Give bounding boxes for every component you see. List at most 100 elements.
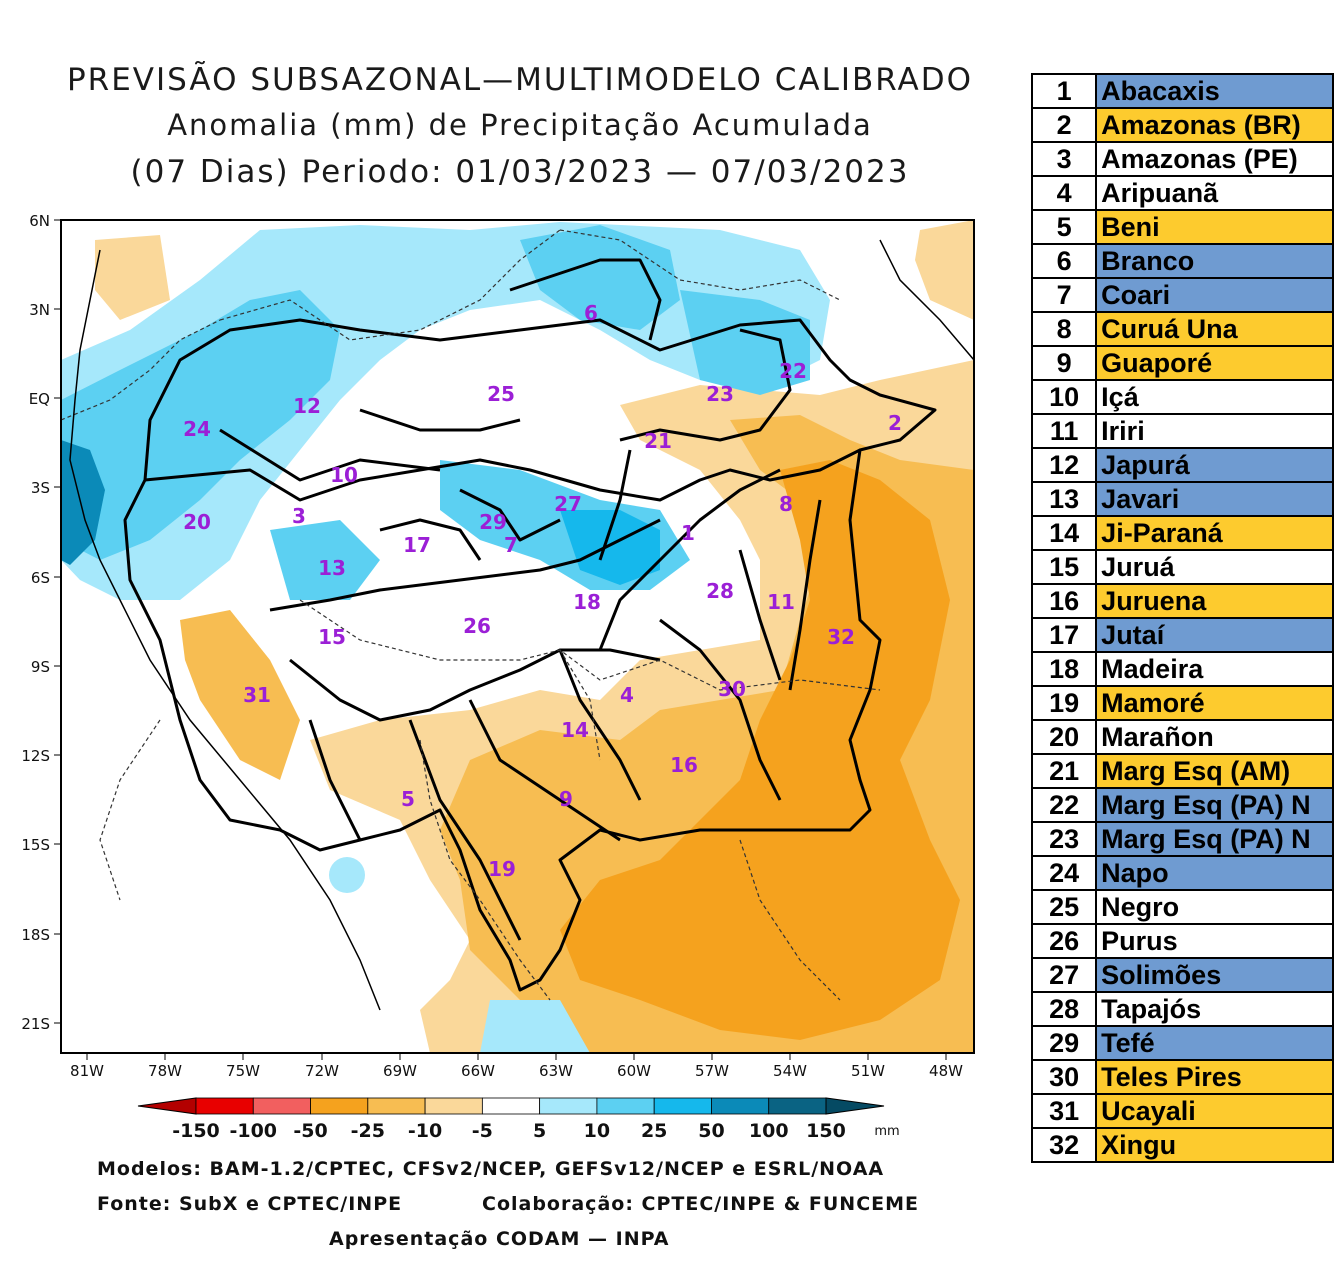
basin-label-10: 10	[330, 463, 358, 487]
legend-basin-number: 19	[1030, 685, 1098, 721]
basin-label-25: 25	[487, 382, 515, 406]
legend-row: 30 Teles Pires	[1030, 1059, 1334, 1095]
map-title-line3: (07 Dias) Periodo: 01/03/2023 — 07/03/20…	[130, 154, 910, 190]
legend-basin-name: Juruá	[1095, 549, 1334, 585]
basin-label-18: 18	[573, 590, 601, 614]
basin-legend-table: 1 Abacaxis 2 Amazonas (BR) 3 Amazonas (PE) 4 Ar…	[1030, 73, 1334, 1163]
legend-basin-number: 20	[1030, 719, 1098, 755]
legend-row: 18 Madeira	[1030, 651, 1334, 687]
wet-anomaly-spot	[329, 857, 365, 893]
legend-row: 7 Coari	[1030, 277, 1334, 313]
colorbar-cell	[310, 1097, 369, 1115]
lon-label: 75W	[226, 1062, 260, 1080]
legend-basin-name: Amazonas (PE)	[1095, 141, 1334, 177]
colorbar-tick-label: 50	[698, 1120, 724, 1142]
legend-basin-name: Xingu	[1095, 1127, 1334, 1163]
colorbar-cell	[653, 1097, 712, 1115]
legend-basin-number: 17	[1030, 617, 1098, 653]
legend-basin-number: 26	[1030, 923, 1098, 959]
wet-anomaly-marg-esq	[680, 290, 810, 395]
legend-row: 5 Beni	[1030, 209, 1334, 245]
legend-basin-number: 3	[1030, 141, 1098, 177]
basin-label-11: 11	[767, 590, 795, 614]
legend-basin-number: 13	[1030, 481, 1098, 517]
legend-basin-number: 31	[1030, 1093, 1098, 1129]
anomaly-fields	[61, 220, 974, 1053]
legend-row: 6 Branco	[1030, 243, 1334, 279]
legend-basin-name: Ucayali	[1095, 1093, 1334, 1129]
basin-label-16: 16	[670, 753, 698, 777]
basin-label-31: 31	[243, 683, 271, 707]
lat-axis: 6N 3N EQ 3S 6S 9S 12S 15S 18S 21S	[21, 212, 61, 1033]
basin-label-28: 28	[706, 579, 734, 603]
legend-basin-name: Marg Esq (AM)	[1095, 753, 1334, 789]
colorbar-arrow-right	[825, 1097, 885, 1115]
legend-basin-name: Madeira	[1095, 651, 1334, 687]
colorbar-cell	[481, 1097, 541, 1115]
footer-collaboration: Colaboração: CPTEC/INPE & FUNCEME	[482, 1193, 920, 1215]
legend-basin-name: Branco	[1095, 243, 1334, 279]
legend-row: 28 Tapajós	[1030, 991, 1334, 1027]
legend-row: 17 Jutaí	[1030, 617, 1334, 653]
colorbar-tick-label: -100	[229, 1120, 277, 1142]
basin-label-24: 24	[183, 417, 211, 441]
legend-basin-name: Purus	[1095, 923, 1334, 959]
colorbar-tick-label: 100	[749, 1120, 789, 1142]
basin-label-29: 29	[479, 510, 507, 534]
legend-basin-number: 8	[1030, 311, 1098, 347]
colorbar-cell	[367, 1097, 426, 1115]
basin-label-5: 5	[401, 787, 415, 811]
lat-label: EQ	[29, 390, 50, 408]
colorbar-cell	[596, 1097, 655, 1115]
legend-row: 25 Negro	[1030, 889, 1334, 925]
basin-label-2: 2	[888, 411, 902, 435]
legend-basin-number: 14	[1030, 515, 1098, 551]
colorbar-cell	[768, 1097, 827, 1115]
legend-basin-name: Solimões	[1095, 957, 1334, 993]
legend-basin-number: 7	[1030, 277, 1098, 313]
legend-basin-number: 6	[1030, 243, 1098, 279]
map-title-line2: Anomalia (mm) de Precipitação Acumulada	[167, 108, 873, 142]
basin-label-6: 6	[584, 301, 598, 325]
lon-label: 78W	[148, 1062, 182, 1080]
legend-row: 11 Iriri	[1030, 413, 1334, 449]
dry-anomaly-northeast	[915, 220, 974, 320]
lat-label: 3N	[29, 301, 50, 319]
legend-basin-number: 23	[1030, 821, 1098, 857]
footer-source: Fonte: SubX e CPTEC/INPE	[97, 1193, 403, 1215]
lat-label: 15S	[21, 836, 50, 854]
legend-row: 24 Napo	[1030, 855, 1334, 891]
basin-label-22: 22	[779, 359, 807, 383]
legend-basin-number: 24	[1030, 855, 1098, 891]
legend-row: 20 Marañon	[1030, 719, 1334, 755]
legend-row: 26 Purus	[1030, 923, 1334, 959]
basin-label-20: 20	[183, 510, 211, 534]
lon-label: 54W	[773, 1062, 807, 1080]
legend-basin-name: Iriri	[1095, 413, 1334, 449]
legend-basin-number: 4	[1030, 175, 1098, 211]
colorbar-cell	[252, 1097, 311, 1115]
legend-basin-name: Coari	[1095, 277, 1334, 313]
legend-basin-name: Tefé	[1095, 1025, 1334, 1061]
legend-basin-number: 10	[1030, 379, 1098, 415]
colorbar-cell	[539, 1097, 598, 1115]
colorbar-tick-label: 25	[641, 1120, 667, 1142]
colorbar-tick-label: 10	[584, 1120, 610, 1142]
legend-basin-number: 27	[1030, 957, 1098, 993]
colorbar-tick-label: -10	[408, 1120, 442, 1142]
dry-anomaly-northwest	[95, 235, 170, 320]
legend-row: 1 Abacaxis	[1030, 73, 1334, 109]
colorbar-tick-label: -50	[293, 1120, 327, 1142]
basin-label-21: 21	[644, 429, 672, 453]
lon-label: 63W	[539, 1062, 573, 1080]
legend-row: 27 Solimões	[1030, 957, 1334, 993]
legend-row: 9 Guaporé	[1030, 345, 1334, 381]
colorbar-tick-label: -150	[172, 1120, 220, 1142]
legend-row: 3 Amazonas (PE)	[1030, 141, 1334, 177]
legend-basin-number: 9	[1030, 345, 1098, 381]
colorbar-tick-label: 5	[533, 1120, 546, 1142]
legend-row: 22 Marg Esq (PA) N	[1030, 787, 1334, 823]
legend-basin-number: 1	[1030, 73, 1098, 109]
basin-label-19: 19	[488, 857, 516, 881]
legend-basin-name: Japurá	[1095, 447, 1334, 483]
